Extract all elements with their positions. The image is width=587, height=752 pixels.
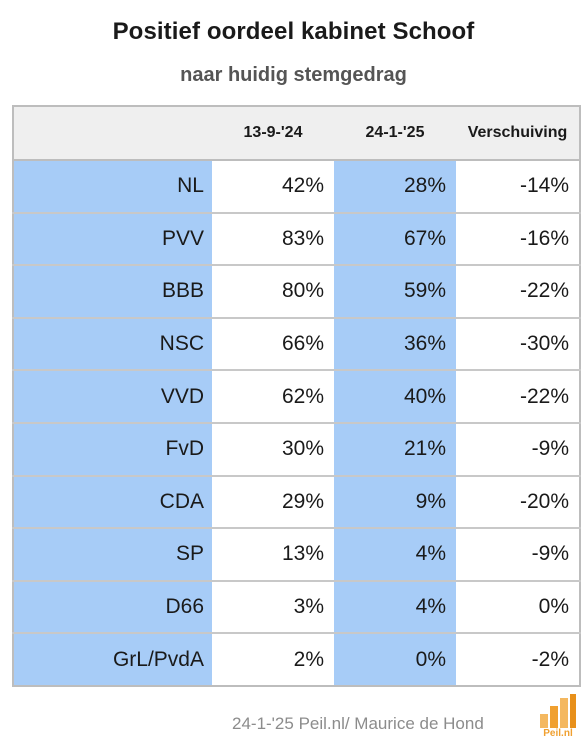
table-row: NSC 66% 36% -30% <box>13 316 580 371</box>
header-date-1: 13-9-'24 <box>212 106 334 161</box>
value-cell-date-2: 59% <box>334 264 456 318</box>
value-cell-date-2: 9% <box>334 474 456 529</box>
shift-cell: -9% <box>456 527 580 581</box>
shift-cell: -22% <box>456 264 580 318</box>
value-cell-date-1: 62% <box>212 369 334 423</box>
party-cell: NL <box>13 159 212 213</box>
value-cell-date-1: 3% <box>212 579 334 634</box>
table-row: GrL/PvdA 2% 0% -2% <box>13 632 580 686</box>
source-footer: 24-1-'25 Peil.nl/ Maurice de Hond <box>232 714 484 733</box>
party-cell: SP <box>13 527 212 581</box>
value-cell-date-1: 30% <box>212 421 334 476</box>
shift-cell: -2% <box>456 632 580 686</box>
shift-cell: -16% <box>456 211 580 266</box>
header-party <box>13 106 212 161</box>
value-cell-date-2: 67% <box>334 211 456 266</box>
value-cell-date-2: 36% <box>334 316 456 371</box>
shift-cell: -9% <box>456 421 580 476</box>
value-cell-date-1: 80% <box>212 264 334 318</box>
shift-cell: -30% <box>456 316 580 371</box>
shift-cell: 0% <box>456 579 580 634</box>
peil-logo: Peil.nl <box>538 694 578 740</box>
value-cell-date-1: 42% <box>212 159 334 213</box>
table-row: VVD 62% 40% -22% <box>13 369 580 423</box>
chart-title: Positief oordeel kabinet Schoof <box>112 18 475 45</box>
value-cell-date-2: 0% <box>334 632 456 686</box>
table-row: FvD 30% 21% -9% <box>13 421 580 476</box>
table-body: NL 42% 28% -14% PVV 83% 67% -16% BBB 80%… <box>13 159 580 686</box>
party-cell: BBB <box>13 264 212 318</box>
table-row: BBB 80% 59% -22% <box>13 264 580 318</box>
value-cell-date-1: 83% <box>212 211 334 266</box>
table-row: PVV 83% 67% -16% <box>13 211 580 266</box>
value-cell-date-1: 13% <box>212 527 334 581</box>
value-cell-date-2: 4% <box>334 527 456 581</box>
party-cell: FvD <box>13 421 212 476</box>
table-row: SP 13% 4% -9% <box>13 527 580 581</box>
party-cell: PVV <box>13 211 212 266</box>
table-header-row: 13-9-'24 24-1-'25 Verschuiving <box>13 106 580 161</box>
party-cell: VVD <box>13 369 212 423</box>
value-cell-date-1: 2% <box>212 632 334 686</box>
data-table: 13-9-'24 24-1-'25 Verschuiving NL 42% 28… <box>12 105 581 687</box>
party-cell: NSC <box>13 316 212 371</box>
header-date-2: 24-1-'25 <box>334 106 456 161</box>
value-cell-date-2: 28% <box>334 159 456 213</box>
header-shift: Verschuiving <box>456 106 580 161</box>
value-cell-date-1: 66% <box>212 316 334 371</box>
value-cell-date-2: 21% <box>334 421 456 476</box>
table-row: NL 42% 28% -14% <box>13 159 580 213</box>
value-cell-date-2: 4% <box>334 579 456 634</box>
table-row: D66 3% 4% 0% <box>13 579 580 634</box>
bar-chart-logo-icon <box>540 694 576 728</box>
party-cell: GrL/PvdA <box>13 632 212 686</box>
logo-text: Peil.nl <box>543 728 573 739</box>
party-cell: CDA <box>13 474 212 529</box>
shift-cell: -22% <box>456 369 580 423</box>
party-cell: D66 <box>13 579 212 634</box>
shift-cell: -20% <box>456 474 580 529</box>
table-row: CDA 29% 9% -20% <box>13 474 580 529</box>
chart-subtitle: naar huidig stemgedrag <box>180 64 407 86</box>
shift-cell: -14% <box>456 159 580 213</box>
value-cell-date-1: 29% <box>212 474 334 529</box>
value-cell-date-2: 40% <box>334 369 456 423</box>
